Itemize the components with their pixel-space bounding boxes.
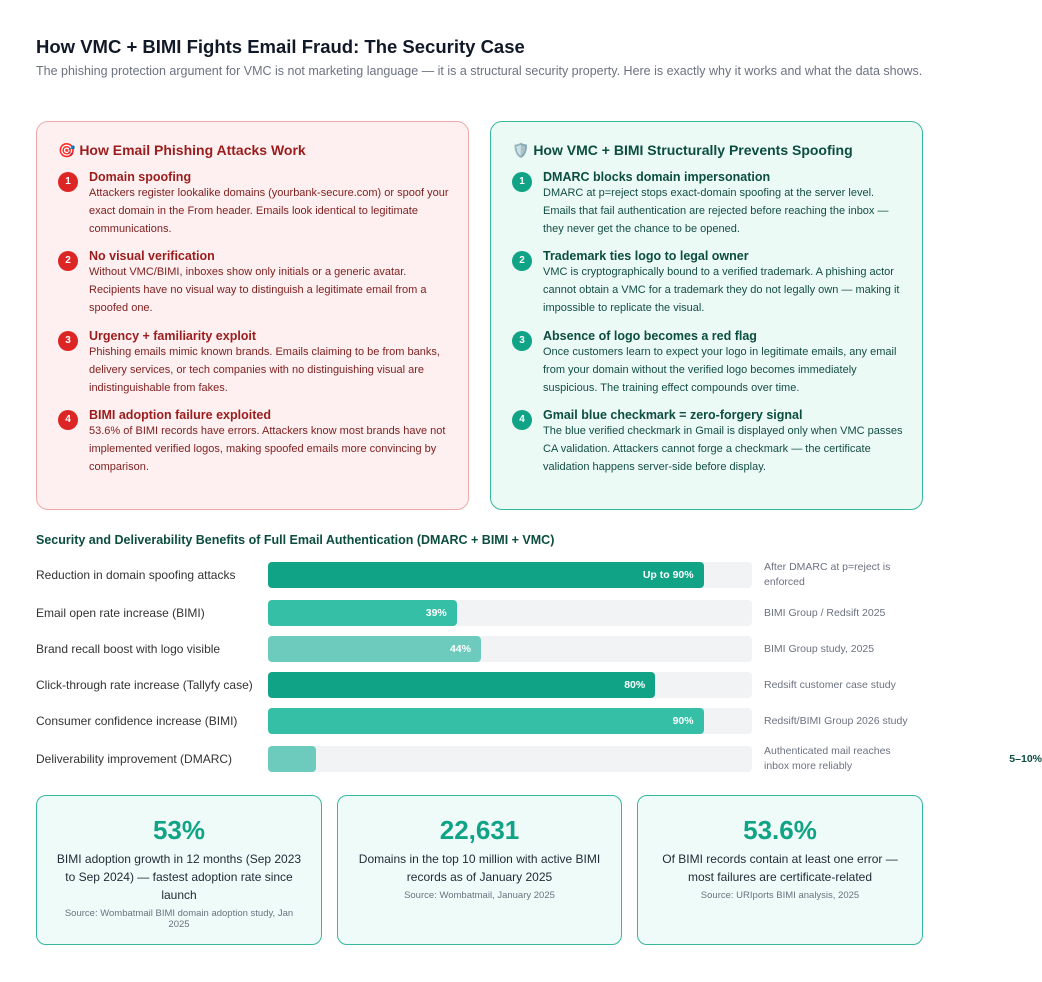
info-panel: 🎯 How Email Phishing Attacks Work 1 Domain…	[36, 121, 469, 510]
stat-value: 53%	[152, 815, 206, 845]
source-note: BIMI Group / Redsift 2025	[764, 606, 886, 619]
item-title: Gmail blue checkmark = zero-forgery sign…	[543, 408, 803, 422]
item-text: The blue verified checkmark in Gmail is …	[543, 425, 903, 473]
chart-title: Security and Deliverability Benefits of …	[36, 533, 555, 547]
value-label: 44%	[449, 643, 471, 655]
bar-track	[268, 746, 752, 772]
source-note: After DMARC at p=reject is enforced	[764, 561, 891, 588]
item-title: Urgency + familiarity exploit	[89, 329, 257, 343]
stat-source: Source: Wombatmail, January 2025	[404, 890, 555, 901]
item-number: 3	[58, 331, 78, 351]
item-text: Attackers register lookalike domains (yo…	[89, 187, 449, 235]
value-label: Up to 90%	[642, 569, 694, 581]
value-label: 90%	[672, 715, 694, 727]
stat-card: 53.6% Of BIMI records contain at least on…	[637, 795, 923, 945]
value-label: 5–10%	[1009, 753, 1042, 765]
item-title: Domain spoofing	[89, 170, 192, 184]
item-number: 4	[512, 410, 532, 430]
category-label: Click-through rate increase (Tallyfy cas…	[36, 678, 253, 692]
category-label: Deliverability improvement (DMARC)	[36, 752, 233, 766]
item-number: 1	[512, 172, 532, 192]
stat-text: Of BIMI records contain at least one err…	[662, 852, 898, 884]
list-item: 2 No visual verification Without VMC/BIMI,…	[58, 249, 450, 317]
category-label: Brand recall boost with logo visible	[36, 642, 221, 656]
item-title: DMARC blocks domain impersonation	[543, 170, 771, 184]
source-note: Redsift/BIMI Group 2026 study	[764, 714, 908, 727]
item-text: Without VMC/BIMI, inboxes show only init…	[89, 266, 427, 314]
stat-value: 22,631	[439, 815, 520, 845]
item-title: No visual verification	[89, 249, 215, 263]
list-item: 1 DMARC blocks domain impersonation DMARC …	[512, 170, 904, 238]
panel-title: 🛡️ How VMC + BIMI Structurally Prevents …	[512, 142, 853, 158]
category-label: Consumer confidence increase (BIMI)	[36, 714, 238, 728]
stat-text: Domains in the top 10 million with activ…	[358, 852, 601, 884]
bar	[268, 636, 481, 662]
bar	[268, 600, 457, 626]
source-note: BIMI Group study, 2025	[764, 642, 875, 655]
item-title: Absence of logo becomes a red flag	[543, 329, 757, 343]
info-panel: 🛡️ How VMC + BIMI Structurally Prevents …	[490, 121, 923, 510]
item-number: 2	[58, 251, 78, 271]
stat-card: 22,631 Domains in the top 10 million with…	[337, 795, 622, 945]
source-note: Authenticated mail reaches inbox more re…	[764, 745, 891, 772]
list-item: 1 Domain spoofing Attackers register looka…	[58, 170, 450, 238]
item-text: Phishing emails mimic known brands. Emai…	[89, 346, 440, 394]
item-title: Trademark ties logo to legal owner	[543, 249, 749, 263]
panel-title: 🎯 How Email Phishing Attacks Work	[58, 142, 306, 158]
item-text: Once customers learn to expect your logo…	[543, 346, 897, 394]
list-item: 4 Gmail blue checkmark = zero-forgery sig…	[512, 408, 904, 476]
list-item: 2 Trademark ties logo to legal owner VMC i…	[512, 249, 904, 317]
value-label: 39%	[425, 607, 447, 619]
bar	[268, 708, 704, 734]
bar	[268, 746, 317, 772]
category-label: Email open rate increase (BIMI)	[36, 606, 205, 620]
item-number: 4	[58, 410, 78, 430]
list-item: 3 Absence of logo becomes a red flag Once …	[512, 329, 904, 397]
item-text: DMARC at p=reject stops exact-domain spo…	[543, 187, 889, 235]
bar	[268, 562, 704, 588]
source-note: Redsift customer case study	[764, 678, 896, 691]
item-number: 1	[58, 172, 78, 192]
item-number: 3	[512, 331, 532, 351]
bar	[268, 672, 656, 698]
item-text: 53.6% of BIMI records have errors. Attac…	[89, 425, 446, 473]
value-label: 80%	[624, 679, 646, 691]
item-text: VMC is cryptographically bound to a veri…	[543, 266, 900, 314]
page-title: How VMC + BIMI Fights Email Fraud: The S…	[36, 36, 525, 57]
list-item: 3 Urgency + familiarity exploit Phishing e…	[58, 329, 450, 397]
category-label: Reduction in domain spoofing attacks	[36, 568, 236, 582]
stat-value: 53.6%	[743, 815, 817, 845]
stat-text: BIMI adoption growth in 12 months (Sep 2…	[56, 852, 302, 902]
item-title: BIMI adoption failure exploited	[89, 408, 271, 422]
stat-card: 53% BIMI adoption growth in 12 months (Se…	[36, 795, 322, 945]
page-subtitle: The phishing protection argument for VMC…	[36, 64, 923, 78]
item-number: 2	[512, 251, 532, 271]
stat-source: Source: URIports BIMI analysis, 2025	[700, 890, 860, 901]
stat-source: Source: Wombatmail BIMI domain adoption …	[64, 908, 294, 930]
list-item: 4 BIMI adoption failure exploited 53.6% of…	[58, 408, 450, 476]
